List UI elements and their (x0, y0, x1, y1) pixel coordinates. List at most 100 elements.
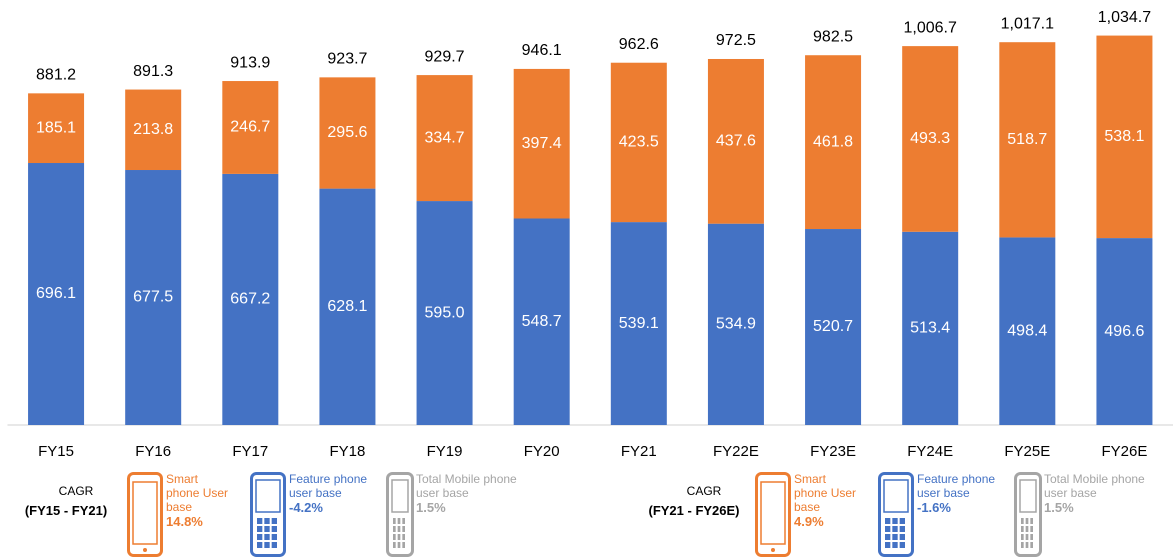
x-tick-label: FY16 (135, 443, 171, 460)
data-label: 667.2 (230, 291, 270, 308)
legend-entry: Total Mobile phone user base 1.5% (416, 472, 536, 515)
data-label: 437.6 (716, 133, 756, 150)
data-label: 397.4 (522, 135, 562, 152)
phone-key (271, 542, 277, 548)
data-label: 213.8 (133, 121, 173, 138)
phone-button (771, 548, 775, 552)
phone-key (264, 542, 270, 548)
phone-key (892, 542, 898, 548)
cagr-value: -4.2% (289, 500, 323, 515)
total-label: 923.7 (327, 51, 367, 68)
cagr-caption: CAGR (FY21 - FY26E) (634, 484, 754, 518)
phone-key (885, 542, 891, 548)
phone-icon (1014, 472, 1042, 557)
data-label: 185.1 (36, 119, 76, 136)
data-label: 696.1 (36, 285, 76, 302)
data-label: 334.7 (425, 129, 465, 146)
phone-key (892, 526, 898, 532)
phone-key (892, 518, 898, 524)
phone-key (257, 518, 263, 524)
data-label: 513.4 (910, 320, 950, 337)
x-tick-label: FY22E (713, 443, 759, 460)
bar-segment (222, 81, 279, 174)
cagr-value: 1.5% (416, 500, 446, 515)
phone-button (143, 548, 147, 552)
bar-segment (416, 75, 473, 202)
total-label: 1,017.1 (1001, 15, 1054, 32)
bar-segment (319, 77, 376, 189)
x-tick-label: FY20 (524, 443, 560, 460)
phone-key (892, 534, 898, 540)
data-label: 548.7 (522, 313, 562, 330)
phone-icon (250, 472, 286, 557)
bar-segment (28, 163, 85, 425)
total-label: 962.6 (619, 36, 659, 53)
phone-key (271, 518, 277, 524)
cagr-value: 4.9% (794, 514, 824, 529)
cagr-title: CAGR (686, 484, 722, 498)
data-label: 534.9 (716, 316, 756, 333)
phone-key (271, 534, 277, 540)
phone-key (397, 518, 401, 524)
phone-key (264, 518, 270, 524)
cagr-value: -1.6% (917, 500, 951, 515)
phone-key (885, 518, 891, 524)
x-tick-label: FY23E (810, 443, 856, 460)
bar-segment (1096, 238, 1153, 425)
legend-entry: Feature phone user base -4.2% (289, 472, 379, 515)
cagr-value: 1.5% (1044, 500, 1074, 515)
data-label: 595.0 (425, 304, 465, 321)
phone-key (885, 526, 891, 532)
legend-entry: Total Mobile phone user base 1.5% (1044, 472, 1164, 515)
phone-key (257, 534, 263, 540)
phone-icon (386, 472, 414, 557)
x-tick-label: FY19 (427, 443, 463, 460)
cagr-period: (FY15 - FY21) (24, 503, 108, 518)
x-tick-label: FY24E (907, 443, 953, 460)
x-tick-label: FY18 (330, 443, 366, 460)
phone-key (393, 518, 396, 524)
bar-segment (805, 55, 862, 230)
total-label: 982.5 (813, 28, 853, 45)
phone-key (397, 542, 401, 548)
phone-key (397, 526, 401, 532)
data-label: 538.1 (1104, 128, 1144, 145)
total-label: 913.9 (230, 54, 270, 71)
data-label: 423.5 (619, 134, 659, 151)
phone-key (1025, 542, 1029, 548)
data-label: 295.6 (327, 124, 367, 141)
data-label: 628.1 (327, 298, 367, 315)
phone-key (1030, 542, 1033, 548)
cagr-value: 14.8% (166, 514, 203, 529)
bar-segment (222, 173, 279, 425)
data-label: 539.1 (619, 315, 659, 332)
phone-key (1030, 534, 1033, 540)
bar-segment (319, 188, 376, 425)
phone-key (1021, 518, 1024, 524)
data-label: 461.8 (813, 133, 853, 150)
phone-key (393, 534, 396, 540)
total-label: 1,006.7 (903, 19, 956, 36)
cagr-title: CAGR (58, 484, 94, 498)
phone-key (264, 534, 270, 540)
data-label: 518.7 (1007, 131, 1047, 148)
bar-segment (610, 62, 667, 223)
phone-key (899, 518, 905, 524)
legend-label: Total Mobile phone user base (416, 472, 517, 500)
phone-key (1030, 518, 1033, 524)
phone-key (1021, 534, 1024, 540)
data-label: 520.7 (813, 318, 853, 335)
x-tick-label: FY17 (232, 443, 268, 460)
phone-key (257, 542, 263, 548)
phone-key (885, 534, 891, 540)
total-label: 929.7 (425, 48, 465, 65)
phone-key (1025, 534, 1029, 540)
bar-segment (999, 42, 1056, 238)
total-label: 891.3 (133, 63, 173, 80)
legend-label: Feature phone user base (289, 472, 368, 500)
data-label: 246.7 (230, 119, 270, 136)
legend-label: Smart phone User base (794, 472, 857, 514)
data-label: 493.3 (910, 130, 950, 147)
phone-key (1021, 542, 1024, 548)
